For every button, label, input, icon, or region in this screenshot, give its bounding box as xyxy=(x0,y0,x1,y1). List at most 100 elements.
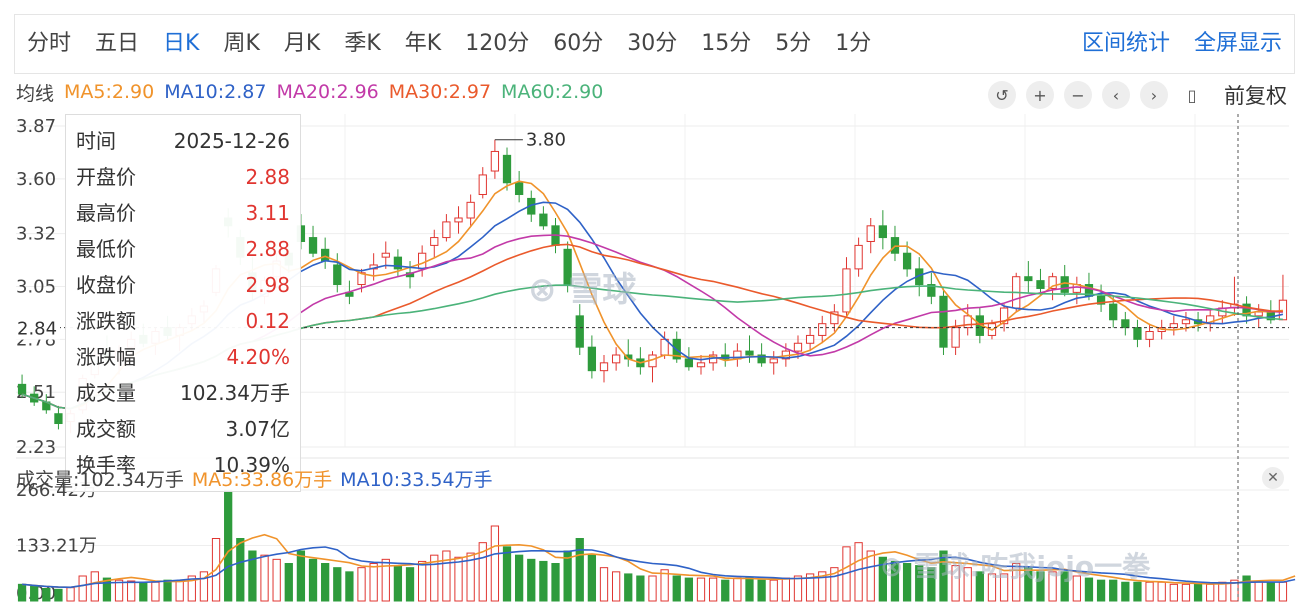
tooltip-key: 成交额 xyxy=(76,417,136,441)
volume-bar xyxy=(1048,571,1057,602)
volume-bar xyxy=(721,579,730,602)
candle-body xyxy=(1181,319,1191,325)
volume-bar xyxy=(1266,581,1275,602)
current-price-box xyxy=(16,315,60,340)
volume-bar xyxy=(139,583,148,602)
candle-body xyxy=(333,264,342,286)
candle-body xyxy=(939,295,948,348)
volume-bar xyxy=(163,579,172,602)
volume-bar xyxy=(187,575,196,602)
zoom-out-icon[interactable]: − xyxy=(1064,81,1092,109)
tooltip-key: 最高价 xyxy=(76,201,136,225)
tooltip-key: 涨跌幅 xyxy=(76,345,136,369)
candle-body xyxy=(1254,311,1263,317)
candle-body xyxy=(321,248,330,262)
y-tick-label: 3.87 xyxy=(16,116,56,137)
tab-7[interactable]: 120分 xyxy=(465,31,530,56)
tab-12[interactable]: 1分 xyxy=(835,31,872,56)
volume-bar xyxy=(1206,583,1215,602)
tab-4[interactable]: 月K xyxy=(283,31,321,56)
tab-10[interactable]: 15分 xyxy=(701,31,752,56)
volume-bar xyxy=(684,577,694,602)
y-tick-label: 3.32 xyxy=(16,224,56,245)
volume-bar xyxy=(466,552,475,602)
tooltip-value: 2025-12-26 xyxy=(173,129,290,153)
volume-bar xyxy=(539,560,548,602)
candle-body xyxy=(854,244,863,270)
volume-bar xyxy=(575,538,584,602)
tab-3[interactable]: 周K xyxy=(223,31,260,56)
volume-bar xyxy=(866,550,875,602)
tooltip-row: 成交量 102.34万手 xyxy=(76,375,290,411)
volume-bar xyxy=(296,550,306,602)
tab-8[interactable]: 60分 xyxy=(553,31,604,56)
volume-bar xyxy=(939,550,948,602)
volume-bar xyxy=(781,577,790,602)
volume-bar xyxy=(224,489,233,602)
chevron-right-icon[interactable]: › xyxy=(1140,81,1168,109)
volume-bar xyxy=(418,560,427,602)
zoom-in-icon[interactable]: + xyxy=(1026,81,1054,109)
adjust-mode-button[interactable]: 前复权 xyxy=(1224,84,1287,108)
candle-body xyxy=(502,154,512,184)
fullscreen-link[interactable]: 全屏显示 xyxy=(1193,31,1282,56)
volume-bar xyxy=(551,563,560,602)
candle-body xyxy=(805,334,815,344)
volume-bar xyxy=(805,573,815,602)
tooltip-key: 开盘价 xyxy=(76,165,136,189)
tooltip-row: 换手率 10.39% xyxy=(76,447,290,483)
candle-body xyxy=(1121,319,1130,329)
y-tick-label: 2.23 xyxy=(16,437,56,458)
close-volume-icon[interactable]: ✕ xyxy=(1262,467,1284,489)
volume-bar xyxy=(78,575,87,602)
candle-body xyxy=(963,315,972,329)
volume-bar xyxy=(1121,581,1130,602)
candle-body xyxy=(1145,331,1154,340)
volume-bar xyxy=(102,577,112,602)
tab-9[interactable]: 30分 xyxy=(627,31,678,56)
volume-label: 成交量:102.34万手 xyxy=(16,469,184,491)
tab-5[interactable]: 季K xyxy=(344,31,381,56)
current-price-label: 2.84 xyxy=(17,319,57,340)
volume-bar xyxy=(708,577,718,602)
volume-bar xyxy=(90,571,99,602)
tooltip-row: 涨跌额 0.12 xyxy=(76,303,290,339)
candle-type-icon[interactable]: ▯ xyxy=(1178,81,1206,109)
range-stats-link[interactable]: 区间统计 xyxy=(1081,31,1170,56)
candle-body xyxy=(769,358,778,364)
tooltip-row: 时间 2025-12-26 xyxy=(76,123,290,159)
volume-bar xyxy=(624,573,633,602)
tab-2[interactable]: 日K xyxy=(163,31,200,56)
tab-6[interactable]: 年K xyxy=(404,31,442,56)
volume-ma10-line xyxy=(22,546,1296,589)
volume-bar xyxy=(1254,580,1263,602)
volume-bar xyxy=(1181,583,1191,602)
tooltip-value: 0.12 xyxy=(245,309,290,333)
candle-body xyxy=(611,354,621,364)
volume-bar xyxy=(527,558,536,602)
volume-bar xyxy=(478,542,487,602)
tab-1[interactable]: 五日 xyxy=(95,31,140,56)
tab-11[interactable]: 5分 xyxy=(775,31,812,56)
volume-bar xyxy=(405,567,415,602)
reset-icon[interactable]: ↺ xyxy=(988,81,1016,109)
volume-bar xyxy=(745,577,754,602)
tooltip-value: 2.98 xyxy=(245,273,290,297)
candle-body xyxy=(757,354,766,364)
volume-bar xyxy=(830,567,839,602)
volume-bar xyxy=(1084,577,1094,602)
chevron-left-icon[interactable]: ‹ xyxy=(1102,81,1130,109)
candle-body xyxy=(842,268,851,313)
volume-bar xyxy=(915,565,924,602)
tooltip-row: 最高价 3.11 xyxy=(76,195,290,231)
tooltip-value: 102.34万手 xyxy=(180,381,290,405)
tab-0[interactable]: 分时 xyxy=(27,31,72,56)
tooltip-key: 时间 xyxy=(76,129,116,153)
watermark-logo: ⊗ 雪球 xyxy=(528,270,637,310)
volume-bar xyxy=(357,567,366,602)
volume-bar xyxy=(902,563,912,602)
volume-bar xyxy=(442,550,451,602)
candle-body xyxy=(54,413,63,425)
ma20-legend: MA20:2.96 xyxy=(276,81,379,103)
candle-body xyxy=(430,237,439,246)
